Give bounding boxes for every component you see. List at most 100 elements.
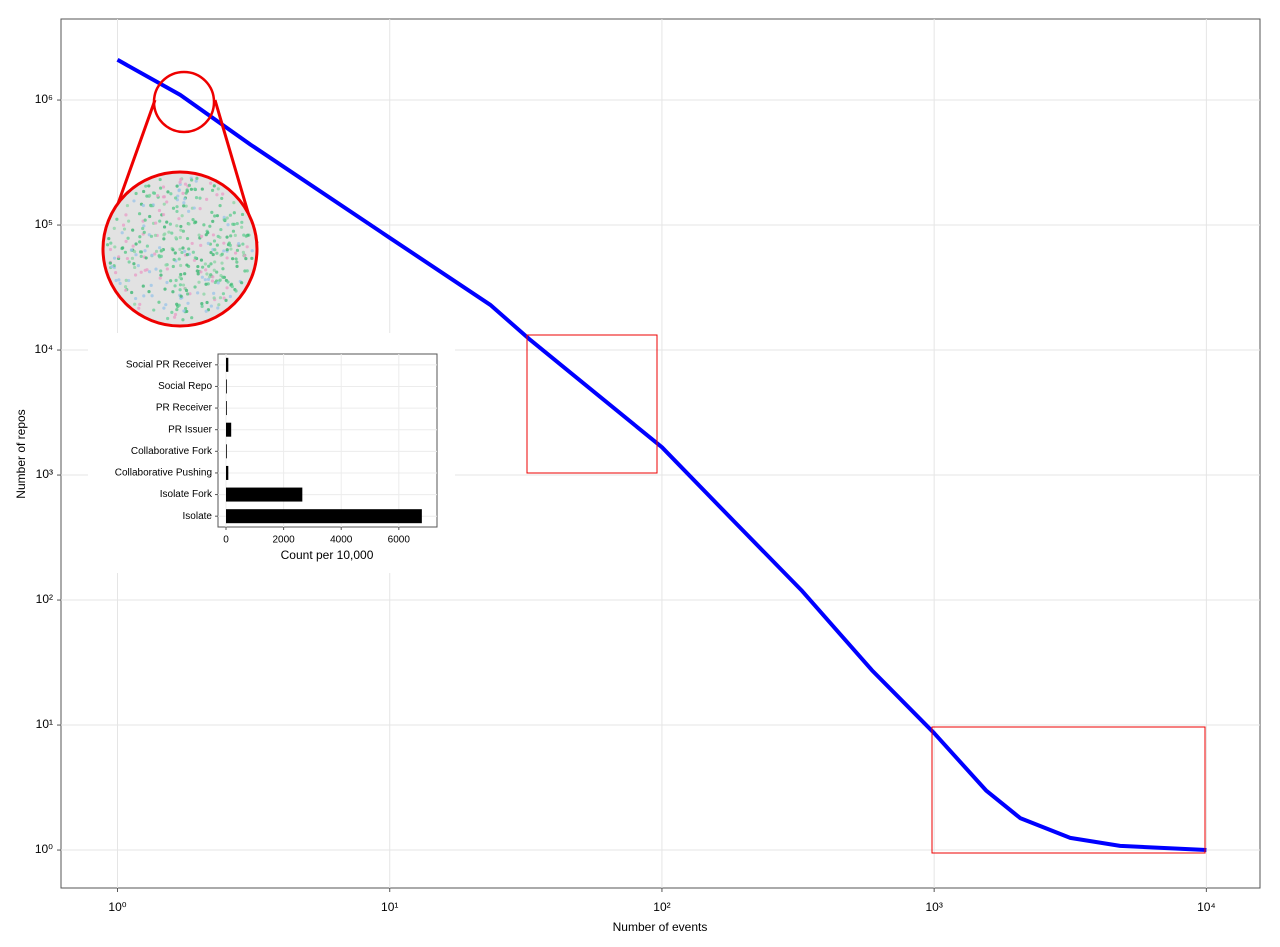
dot (187, 183, 191, 187)
dot (206, 231, 210, 235)
dot (224, 298, 228, 302)
dot (212, 291, 216, 295)
dot (201, 265, 205, 269)
dot (184, 191, 188, 195)
dot (200, 275, 204, 279)
y-tick-label: PR Issuer (168, 424, 213, 435)
dot (165, 280, 169, 285)
dot (181, 191, 185, 195)
dot (223, 218, 227, 222)
dot (108, 247, 113, 252)
dot (196, 291, 200, 295)
dot (195, 176, 199, 180)
dot (115, 217, 119, 221)
dot (234, 257, 238, 261)
dot (199, 243, 203, 247)
dot (190, 178, 194, 182)
dot (220, 196, 224, 201)
dot (235, 264, 239, 269)
dot (114, 271, 118, 275)
y-tick-label: Social PR Receiver (126, 359, 213, 370)
dot (167, 230, 171, 234)
dot (165, 220, 169, 224)
dot (174, 278, 178, 283)
y-tick-label: 10² (36, 592, 53, 606)
dot (205, 272, 209, 276)
dot (222, 249, 226, 253)
dot (234, 289, 238, 293)
dot (158, 246, 162, 250)
dot (138, 235, 142, 239)
dot (178, 283, 183, 287)
dot (178, 275, 182, 279)
dot (233, 251, 238, 255)
dot (203, 262, 207, 266)
bar (226, 422, 232, 437)
dot (211, 252, 215, 257)
dot (172, 257, 176, 262)
dot (204, 282, 208, 286)
dot (178, 288, 182, 292)
dot (229, 234, 233, 238)
dot (215, 243, 219, 247)
dot (235, 248, 240, 252)
dot (132, 250, 137, 254)
dot (134, 296, 138, 301)
dot (175, 224, 179, 228)
dot (232, 222, 236, 226)
y-tick-label: Collaborative Pushing (115, 468, 212, 479)
dot (112, 226, 116, 230)
dot (175, 302, 179, 306)
dot (182, 201, 186, 205)
dot (130, 290, 134, 295)
dot (180, 250, 184, 255)
dot (240, 281, 244, 285)
dot (124, 213, 128, 217)
dot (127, 278, 131, 283)
x-tick-label: 0 (223, 535, 229, 546)
dot (137, 306, 141, 310)
dot (154, 221, 158, 225)
highlight-box (931, 726, 1206, 854)
dot (145, 244, 149, 248)
dot (165, 200, 169, 204)
dot (120, 231, 124, 235)
dot (222, 241, 226, 245)
dot (185, 253, 189, 257)
dot (221, 292, 226, 296)
dot (108, 261, 112, 265)
dot (211, 275, 215, 279)
dot (185, 309, 189, 314)
dot (183, 197, 187, 201)
dot (157, 208, 162, 213)
dot (175, 184, 179, 188)
dot (199, 258, 204, 262)
dot (178, 247, 182, 251)
dot (250, 249, 254, 253)
dot (181, 229, 185, 233)
dot (143, 268, 147, 272)
dot (250, 256, 254, 261)
dot (193, 285, 197, 289)
dot (122, 227, 127, 231)
dot (148, 214, 152, 219)
dot (126, 236, 130, 240)
dot (218, 278, 222, 282)
dot (225, 235, 229, 239)
dot (132, 199, 136, 203)
dot (153, 252, 157, 256)
dot (200, 187, 204, 191)
x-tick-label: 10³ (925, 900, 942, 914)
dot (184, 288, 189, 293)
dot (125, 256, 130, 261)
dot (221, 192, 225, 196)
dot (177, 217, 181, 221)
dot (192, 258, 197, 262)
dot (233, 233, 237, 238)
dot (225, 216, 229, 220)
x-tick-label: 10¹ (381, 900, 398, 914)
dot (138, 250, 143, 254)
dot (232, 201, 236, 205)
dot (209, 273, 213, 277)
dot (172, 315, 177, 319)
